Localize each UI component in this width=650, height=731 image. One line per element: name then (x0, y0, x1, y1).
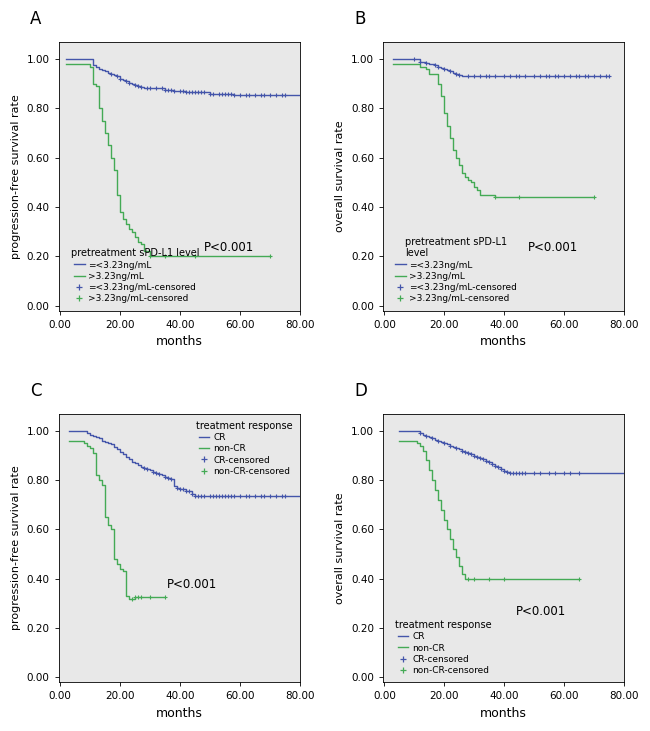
Legend: CR, non-CR, CR-censored, non-CR-censored: CR, non-CR, CR-censored, non-CR-censored (193, 418, 295, 479)
Y-axis label: overall survival rate: overall survival rate (335, 492, 345, 604)
Legend: =<3.23ng/mL, >3.23ng/mL, =<3.23ng/mL-censored, >3.23ng/mL-censored: =<3.23ng/mL, >3.23ng/mL, =<3.23ng/mL-cen… (393, 234, 520, 306)
Text: P<0.001: P<0.001 (167, 578, 218, 591)
Y-axis label: progression-free survival rate: progression-free survival rate (11, 466, 21, 630)
Legend: =<3.23ng/mL, >3.23ng/mL, =<3.23ng/mL-censored, >3.23ng/mL-censored: =<3.23ng/mL, >3.23ng/mL, =<3.23ng/mL-cen… (68, 246, 202, 306)
Text: A: A (30, 10, 41, 29)
Text: B: B (354, 10, 365, 29)
X-axis label: months: months (480, 335, 527, 348)
Text: P<0.001: P<0.001 (515, 605, 566, 618)
Legend: CR, non-CR, CR-censored, non-CR-censored: CR, non-CR, CR-censored, non-CR-censored (393, 618, 495, 678)
Text: C: C (30, 382, 41, 400)
X-axis label: months: months (480, 707, 527, 720)
Text: P<0.001: P<0.001 (528, 241, 578, 254)
Text: P<0.001: P<0.001 (203, 241, 254, 254)
Y-axis label: progression-free survival rate: progression-free survival rate (11, 94, 21, 259)
X-axis label: months: months (156, 707, 203, 720)
Y-axis label: overall survival rate: overall survival rate (335, 121, 345, 232)
X-axis label: months: months (156, 335, 203, 348)
Text: D: D (354, 382, 367, 400)
